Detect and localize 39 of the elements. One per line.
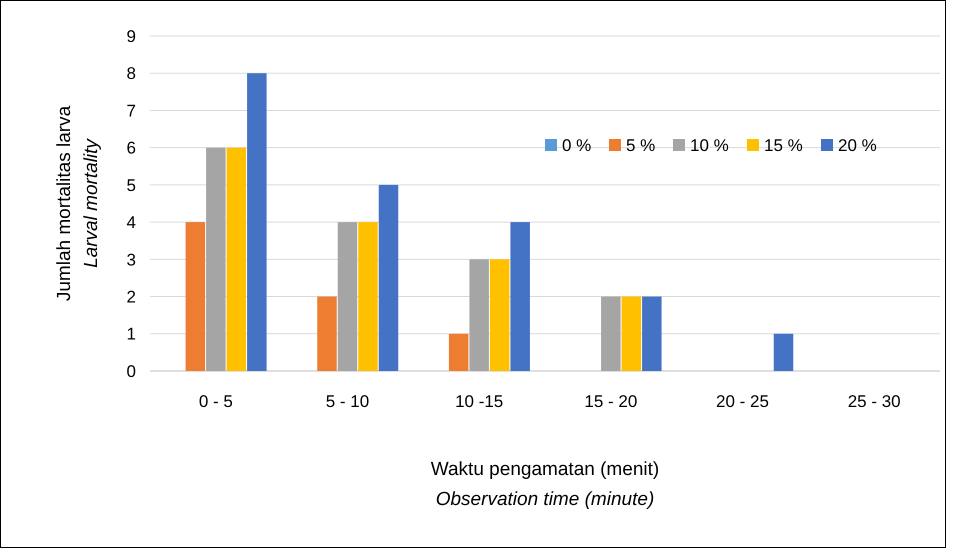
y-tick-label: 5	[126, 176, 136, 195]
x-tick-label: 20 - 25	[716, 392, 769, 411]
legend-label: 5 %	[626, 136, 656, 155]
x-tick-label: 10 -15	[455, 392, 504, 411]
y-tick-label: 4	[126, 213, 136, 232]
legend-label: 10 %	[690, 136, 729, 155]
bar	[378, 184, 398, 371]
bar	[317, 296, 337, 371]
y-tick-label: 2	[126, 288, 136, 307]
bar	[642, 296, 662, 371]
bar	[490, 259, 510, 371]
bar	[226, 148, 246, 371]
bar	[622, 296, 642, 371]
bar	[448, 334, 468, 371]
y-tick-label: 0	[126, 362, 136, 381]
y-tick-label: 9	[126, 26, 136, 46]
y-tick-label: 6	[126, 138, 136, 158]
y-tick-label: 3	[126, 250, 136, 270]
y-tick-label: 7	[126, 101, 136, 120]
x-tick-label: 5 - 10	[326, 392, 370, 411]
bar	[774, 334, 794, 371]
x-axis-title: Waktu pengamatan (menit) Observation time (minute)	[430, 459, 660, 510]
legend-label: 0 %	[562, 136, 592, 155]
bar	[510, 222, 530, 371]
bar	[469, 259, 489, 371]
bar	[206, 148, 226, 371]
bar	[358, 222, 378, 371]
x-tick-label: 15 - 20	[584, 392, 638, 411]
y-axis-title: Jumlah mortalitas larva Larval mortality	[54, 105, 102, 302]
x-tick-label: 0 - 5	[198, 392, 233, 411]
y-tick-label: 8	[126, 64, 136, 84]
legend-label: 15 %	[764, 136, 803, 155]
legend-label: 20 %	[838, 136, 877, 155]
bar	[601, 296, 621, 371]
bar	[247, 73, 267, 371]
x-tick-label: 25 - 30	[848, 392, 901, 411]
y-tick-label: 1	[126, 324, 136, 344]
bar	[186, 222, 206, 371]
bar	[338, 222, 358, 371]
